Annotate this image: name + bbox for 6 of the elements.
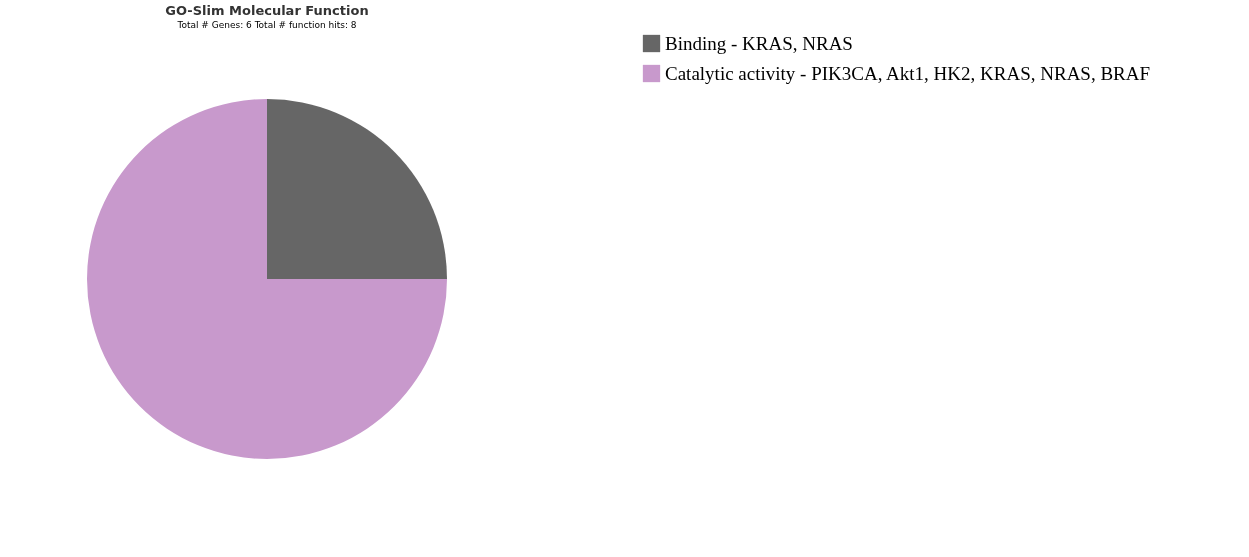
chart-subtitle: Total # Genes: 6 Total # function hits: 8 xyxy=(176,20,357,30)
pie-slice xyxy=(267,99,447,279)
chart-title: GO-Slim Molecular Function xyxy=(165,3,369,18)
legend-label: Catalytic activity - PIK3CA, Akt1, HK2, KRAS, NRAS, BRAF xyxy=(665,62,1151,84)
pie-slice xyxy=(87,99,447,459)
legend-label: Binding - KRAS, NRAS xyxy=(665,32,853,54)
